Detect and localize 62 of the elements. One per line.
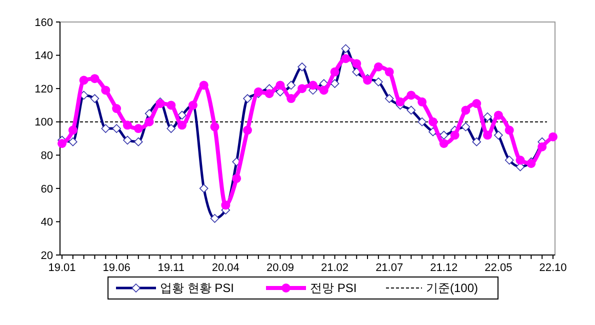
point <box>396 97 405 106</box>
point <box>341 54 350 64</box>
point <box>352 59 362 68</box>
point <box>298 84 307 94</box>
point <box>221 200 230 210</box>
point <box>58 138 66 148</box>
point <box>374 62 383 72</box>
point <box>450 130 460 140</box>
point <box>210 122 220 132</box>
point <box>384 67 394 76</box>
y-tick-label: 120 <box>34 83 53 96</box>
legend-label: 기준(100) <box>426 281 478 296</box>
x-tick-label: 20.04 <box>212 262 240 274</box>
point <box>101 86 110 95</box>
point <box>232 174 242 183</box>
point <box>319 86 328 95</box>
point <box>516 156 525 165</box>
point <box>330 67 340 76</box>
point <box>483 130 492 140</box>
y-tick-label: 80 <box>40 150 53 162</box>
point <box>538 142 547 152</box>
point <box>134 124 143 134</box>
point <box>472 99 482 108</box>
x-tick-label: 20.09 <box>266 262 294 274</box>
legend-label: 업황 현황 PSI <box>160 281 234 296</box>
point <box>548 132 558 142</box>
point <box>112 104 122 114</box>
x-tick-label: 22.10 <box>539 262 567 274</box>
point <box>178 120 187 130</box>
x-tick-label: 21.02 <box>321 262 349 274</box>
point <box>504 126 514 135</box>
point <box>90 74 100 84</box>
point <box>406 90 416 100</box>
y-tick-label: 60 <box>40 183 53 196</box>
point <box>199 80 208 90</box>
point <box>166 100 176 110</box>
point <box>286 94 296 104</box>
point <box>79 76 88 85</box>
point <box>308 80 318 90</box>
point <box>418 97 427 106</box>
x-tick-label: 22.05 <box>484 262 512 274</box>
y-tick-label: 100 <box>34 116 53 129</box>
y-tick-label: 20 <box>40 250 53 262</box>
point <box>276 80 285 90</box>
point <box>144 117 154 126</box>
point <box>461 106 470 115</box>
y-tick-label: 140 <box>34 50 53 62</box>
point <box>494 110 503 120</box>
legend-label: 전망 PSI <box>310 281 357 296</box>
point <box>428 117 438 126</box>
x-tick-label: 19.01 <box>48 262 76 274</box>
point <box>242 126 252 135</box>
point <box>264 89 274 98</box>
y-tick-label: 40 <box>40 216 53 229</box>
x-tick-label: 19.11 <box>158 262 184 274</box>
x-tick-label: 21.07 <box>376 262 404 274</box>
point <box>122 120 132 130</box>
point <box>439 138 448 148</box>
x-tick-label: 21.12 <box>430 262 458 274</box>
x-tick-label: 19.06 <box>102 262 130 274</box>
point <box>68 126 78 135</box>
y-tick-label: 160 <box>34 16 53 29</box>
